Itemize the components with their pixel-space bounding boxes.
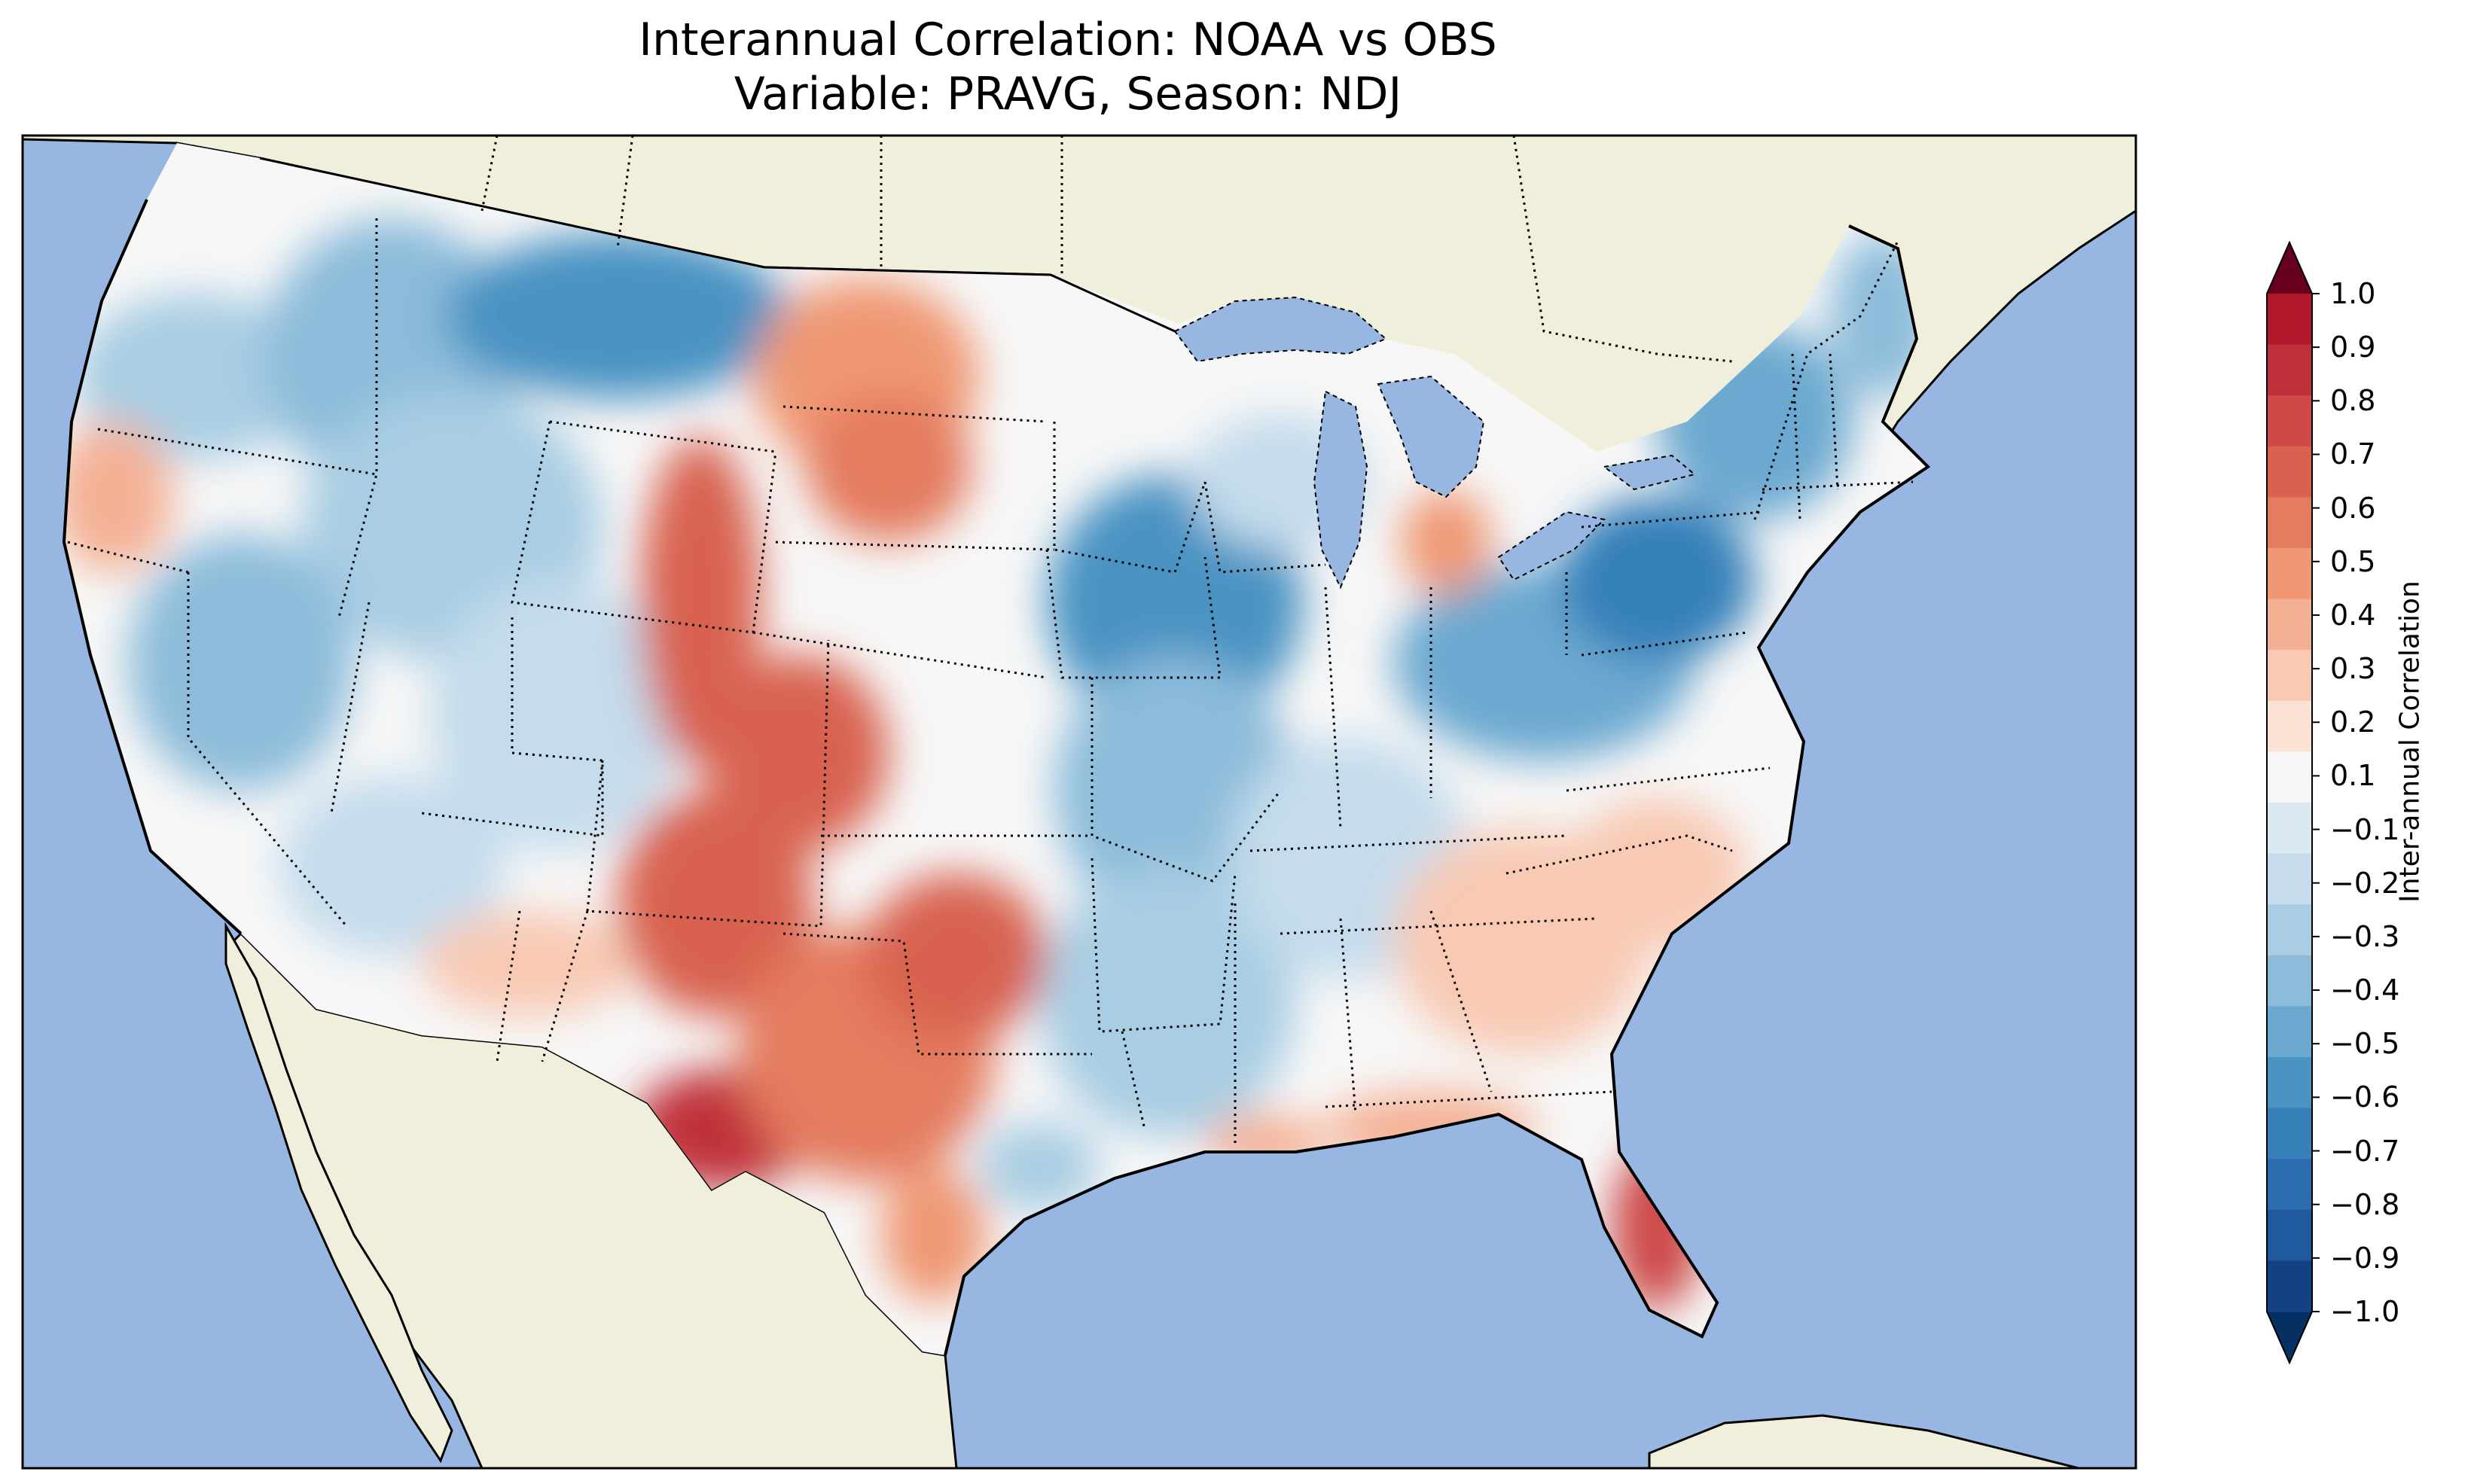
colorbar-segment [2267,548,2312,600]
mt-wy-border [549,420,776,453]
mn-boundary [1053,422,1206,574]
colorbar-segment [2267,497,2312,549]
state-boundaries [67,157,1914,1144]
colorbar-tick-label: −0.7 [2330,1134,2400,1168]
new-england-borders [1762,353,1914,520]
colorbar-segment [2267,395,2312,447]
us-coastline [62,199,1931,1356]
great-lakes [1173,296,1697,590]
colorbar [2266,240,2320,1365]
colorbar-segment [2267,1006,2312,1058]
lake-superior [1173,296,1387,363]
colorbar-segment [2267,803,2312,855]
colorbar-segment [2267,294,2312,346]
va-boundary [1566,766,1771,792]
nd-sd-ne-border [752,541,1055,679]
colorbar-segment [2267,904,2312,956]
colorbar-tick-label: −0.2 [2330,866,2400,900]
ny-pa-border [1581,510,1763,529]
colorbar-segment [2267,599,2312,651]
colorbar-tick-label: 0.9 [2330,331,2376,364]
colorbar-tick-label: 0.5 [2330,544,2376,578]
il-in-border [1324,587,1432,829]
lake-erie [1497,510,1606,581]
colorbar-extend-max [2267,242,2312,294]
colorbar-tick-label: −0.6 [2330,1080,2400,1114]
colorbar-segment [2267,1260,2312,1312]
colorbar-tick-label: 0.2 [2330,705,2376,739]
map-frame [21,134,2137,1470]
ga-fl-border [1325,1090,1612,1108]
wy-boundary [511,421,777,634]
id-west-border [337,218,378,618]
title-line-2: Variable: PRAVG, Season: NDJ [734,68,1402,120]
co-boundary [586,639,830,928]
baja-peninsula [224,922,453,1464]
tx-ok-border [782,932,1092,1056]
colorbar-segment [2267,344,2312,396]
canada-us-border [259,157,1176,333]
colorbar-tick-label: 0.1 [2330,759,2376,793]
colorbar-segment [2267,1057,2312,1109]
nv-east-border [330,602,371,814]
colorbar-tick-label: 0.3 [2330,652,2376,686]
ut-boundary [421,617,604,837]
colorbar-tick-label: −0.3 [2330,919,2400,953]
colorbar-tick-label: 0.4 [2330,598,2376,632]
colorbar-tick-label: −1.0 [2330,1295,2400,1328]
colorbar-tick-label: 0.6 [2330,491,2376,525]
lake-huron [1377,375,1485,498]
or-ca-border [67,541,189,574]
colorbar-segment [2267,1108,2312,1159]
colorbar-segment [2267,751,2312,803]
nc-sc-border [1505,834,1733,875]
colorbar-label: Inter-annual Correlation [2394,580,2426,903]
nm-boundary [496,910,589,1062]
title-line-1: Interannual Correlation: NOAA vs OBS [639,14,1497,66]
colorbar-tick-label: −0.1 [2330,812,2400,846]
colorbar-segment [2267,700,2312,752]
colorbar-tick-label: 1.0 [2330,277,2376,310]
colorbar-tick-label: −0.8 [2330,1187,2400,1221]
colorbar-tick-label: 0.7 [2330,437,2376,471]
oh-pa-border [1565,572,1748,657]
colorbar-segment [2267,1209,2312,1261]
colorbar-segment [2267,446,2312,498]
cuba-island [1648,1414,2079,1468]
colorbar-tick-label: −0.9 [2330,1241,2400,1275]
colorbar-segment [2267,1159,2312,1211]
colorbar-tick-label: −0.4 [2330,974,2400,1007]
colorbar-tick-label: −0.5 [2330,1027,2400,1061]
lake-ontario [1602,454,1697,491]
colorbar-tick-label: 0.8 [2330,384,2376,418]
ia-boundary [1045,549,1222,679]
colorbar-segment [2267,853,2312,905]
colorbar-extend-min [2267,1312,2312,1363]
ca-nv-border [187,572,348,927]
al-ga-border [1339,910,1493,1115]
colorbar-segment [2267,955,2312,1007]
colorbar-segment [2267,650,2312,702]
lake-michigan [1313,390,1368,590]
